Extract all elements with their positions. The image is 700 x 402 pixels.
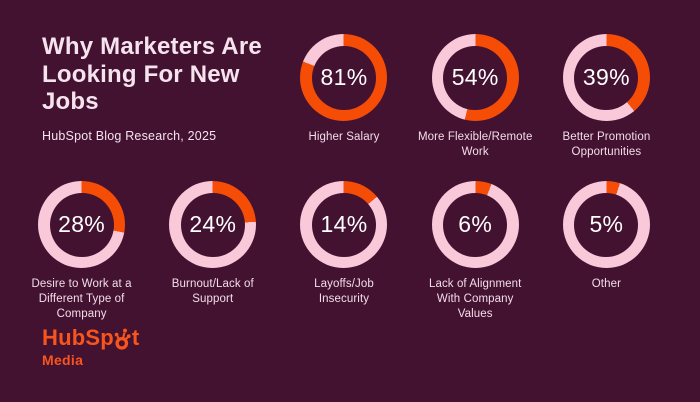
donut-chart: 81% — [300, 34, 388, 121]
donut-hole: 24% — [180, 192, 245, 257]
donut-hole: 28% — [49, 192, 114, 257]
title-block: Why Marketers Are Looking For New Jobs H… — [42, 33, 292, 143]
donut-category-label: Layoffs/Job Insecurity — [314, 278, 374, 306]
donut-chart: 5% — [562, 181, 650, 268]
donut-percent-label: 5% — [589, 211, 624, 237]
donut-card: 81% Higher Salary — [278, 34, 409, 181]
donut-chart: 54% — [431, 34, 519, 121]
source-caption: HubSpot Blog Research, 2025 — [42, 128, 217, 143]
hubspot-logo: HubSp t Media — [42, 325, 140, 369]
donut-hole: 81% — [311, 45, 376, 110]
donut-category-label: Better Promotion Opportunities — [562, 131, 651, 159]
donut-card: 24% Burnout/Lack of Support — [147, 181, 278, 323]
donut-percent-label: 81% — [320, 64, 368, 90]
donut-card: 39% Better Promotion Opportunities — [541, 34, 672, 181]
donut-chart: 6% — [431, 181, 519, 268]
donut-percent-label: 6% — [458, 211, 493, 237]
donut-chart: 14% — [300, 181, 388, 268]
donut-category-label: More Flexible/Remote Work — [417, 131, 533, 159]
donut-card: 6% Lack of Alignment With Company Values — [410, 181, 541, 323]
donut-category-label: Other — [591, 278, 622, 290]
donut-chart: 39% — [562, 34, 650, 121]
donut-category-label: Desire to Work at a Different Type of Co… — [31, 278, 132, 321]
sprocket-icon — [115, 328, 131, 350]
donut-card: 28% Desire to Work at a Different Type of… — [16, 181, 147, 323]
donut-percent-label: 54% — [451, 64, 499, 90]
donut-category-label: Burnout/Lack of Support — [171, 278, 254, 306]
donut-hole: 5% — [574, 192, 639, 257]
hubspot-wordmark: HubSp t — [42, 325, 140, 350]
donut-card: 54% More Flexible/Remote Work — [410, 34, 541, 181]
donut-percent-label: 14% — [320, 211, 368, 237]
donut-category-label: Higher Salary — [308, 131, 380, 143]
page-title: Why Marketers Are Looking For New Jobs — [42, 33, 262, 115]
donut-chart: 28% — [38, 181, 126, 268]
donut-hole: 54% — [443, 45, 508, 110]
donut-hole: 14% — [311, 192, 376, 257]
donut-percent-label: 24% — [189, 211, 237, 237]
donut-card: 14% Layoffs/Job Insecurity — [278, 181, 409, 323]
donut-grid: 81% Higher Salary 54% More Flexible/Remote … — [16, 34, 672, 323]
donut-category-label: Lack of Alignment With Company Values — [428, 278, 522, 321]
wordmark-text-post: t — [131, 325, 140, 350]
donut-chart: 24% — [169, 181, 257, 268]
donut-percent-label: 28% — [58, 211, 106, 237]
donut-hole: 6% — [443, 192, 508, 257]
donut-card: 5% Other — [541, 181, 672, 323]
donut-hole: 39% — [574, 45, 639, 110]
media-label: Media — [42, 352, 84, 368]
donut-percent-label: 39% — [582, 64, 630, 90]
wordmark-text-pre: HubSp — [42, 325, 114, 350]
